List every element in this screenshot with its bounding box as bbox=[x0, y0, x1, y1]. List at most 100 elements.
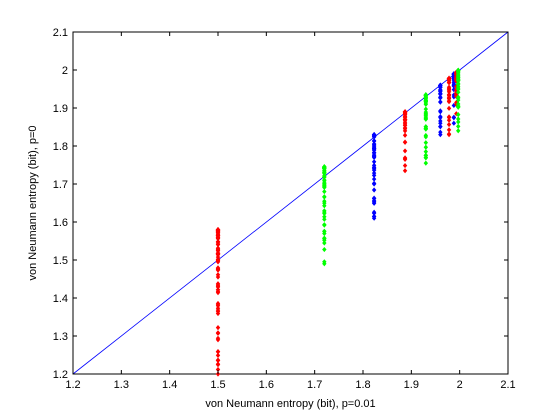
data-point bbox=[446, 80, 452, 86]
data-point bbox=[451, 114, 457, 120]
data-point bbox=[322, 210, 327, 217]
data-point bbox=[371, 200, 377, 206]
cluster-red bbox=[215, 227, 221, 377]
x-tick-label: 1.9 bbox=[404, 379, 419, 391]
data-point bbox=[215, 274, 221, 280]
data-point bbox=[456, 94, 461, 100]
data-point bbox=[446, 117, 452, 123]
data-point bbox=[371, 172, 377, 179]
data-point bbox=[371, 167, 377, 173]
data-point bbox=[215, 231, 221, 238]
x-axis-label: von Neumann entropy (bit), p=0.01 bbox=[205, 398, 375, 410]
data-point bbox=[451, 94, 457, 100]
y-tick-label: 1.7 bbox=[53, 179, 68, 191]
data-point bbox=[423, 101, 429, 108]
cluster-green bbox=[423, 92, 429, 166]
data-point bbox=[446, 105, 452, 111]
data-point bbox=[371, 147, 377, 153]
data-point bbox=[371, 138, 377, 144]
data-point bbox=[423, 149, 429, 155]
x-tick-label: 1.5 bbox=[210, 379, 225, 391]
data-point bbox=[446, 132, 452, 138]
x-tick-label: 2 bbox=[457, 379, 463, 391]
y-tick-label: 1.9 bbox=[53, 103, 68, 115]
data-point bbox=[215, 227, 221, 233]
data-point bbox=[423, 124, 429, 130]
data-points-layer bbox=[215, 67, 461, 377]
data-point bbox=[438, 82, 443, 88]
reference-line-layer bbox=[72, 31, 509, 375]
data-point bbox=[402, 155, 408, 162]
data-point bbox=[322, 261, 327, 267]
cluster-red bbox=[446, 75, 452, 138]
data-point bbox=[446, 96, 452, 102]
data-point bbox=[423, 92, 429, 98]
data-point bbox=[446, 92, 452, 98]
data-point bbox=[456, 67, 461, 73]
data-point bbox=[215, 307, 221, 313]
data-point bbox=[402, 162, 408, 169]
data-point bbox=[446, 84, 452, 90]
data-point bbox=[322, 208, 327, 214]
data-point bbox=[215, 337, 221, 343]
data-point bbox=[322, 240, 327, 246]
data-point bbox=[402, 132, 408, 138]
data-point bbox=[322, 222, 327, 228]
data-point bbox=[371, 215, 377, 221]
data-point bbox=[456, 82, 461, 88]
data-point bbox=[215, 266, 221, 272]
y-tick-label: 1.8 bbox=[53, 141, 68, 153]
data-point bbox=[215, 349, 221, 355]
data-point bbox=[423, 111, 429, 117]
data-point bbox=[423, 115, 429, 121]
data-point bbox=[456, 89, 461, 95]
data-point bbox=[438, 114, 443, 120]
data-point bbox=[456, 119, 461, 125]
data-point bbox=[215, 242, 221, 248]
data-point bbox=[402, 109, 408, 115]
data-point bbox=[402, 139, 408, 145]
x-tick-label: 2.1 bbox=[500, 379, 515, 391]
data-point bbox=[446, 99, 452, 105]
y-tick-label: 1.6 bbox=[53, 217, 68, 229]
data-point bbox=[402, 148, 408, 154]
data-point bbox=[215, 361, 221, 367]
x-tick-label: 1.7 bbox=[307, 379, 322, 391]
data-point bbox=[456, 116, 461, 122]
data-point bbox=[322, 230, 327, 237]
data-point bbox=[322, 216, 327, 222]
y-tick-label: 1.2 bbox=[53, 369, 68, 381]
data-point bbox=[402, 125, 408, 131]
data-point bbox=[451, 120, 457, 126]
data-point bbox=[446, 75, 452, 81]
data-point bbox=[402, 122, 408, 128]
data-point bbox=[215, 357, 221, 364]
x-tick-label: 1.2 bbox=[65, 379, 80, 391]
data-point bbox=[215, 289, 221, 296]
data-point bbox=[446, 121, 452, 128]
data-point bbox=[371, 141, 377, 147]
data-point bbox=[215, 352, 221, 358]
data-point bbox=[215, 281, 221, 287]
data-point bbox=[456, 111, 461, 118]
data-point bbox=[438, 87, 443, 93]
data-point bbox=[215, 324, 221, 331]
data-point bbox=[451, 82, 457, 88]
y-tick-label: 1.5 bbox=[53, 255, 68, 267]
data-point bbox=[322, 246, 327, 253]
data-point bbox=[456, 104, 461, 110]
data-point bbox=[438, 120, 443, 126]
data-point bbox=[371, 159, 377, 165]
x-tick-label: 1.8 bbox=[355, 379, 370, 391]
data-point bbox=[438, 95, 443, 101]
data-point bbox=[322, 237, 327, 243]
data-point bbox=[322, 164, 327, 170]
data-point bbox=[423, 160, 429, 166]
data-point bbox=[322, 203, 327, 209]
data-point bbox=[322, 188, 327, 195]
data-point bbox=[371, 187, 377, 193]
data-point bbox=[423, 140, 429, 146]
y-tick-label: 1.4 bbox=[53, 293, 68, 305]
x-tick-label: 1.6 bbox=[259, 379, 274, 391]
cluster-blue bbox=[438, 82, 443, 138]
